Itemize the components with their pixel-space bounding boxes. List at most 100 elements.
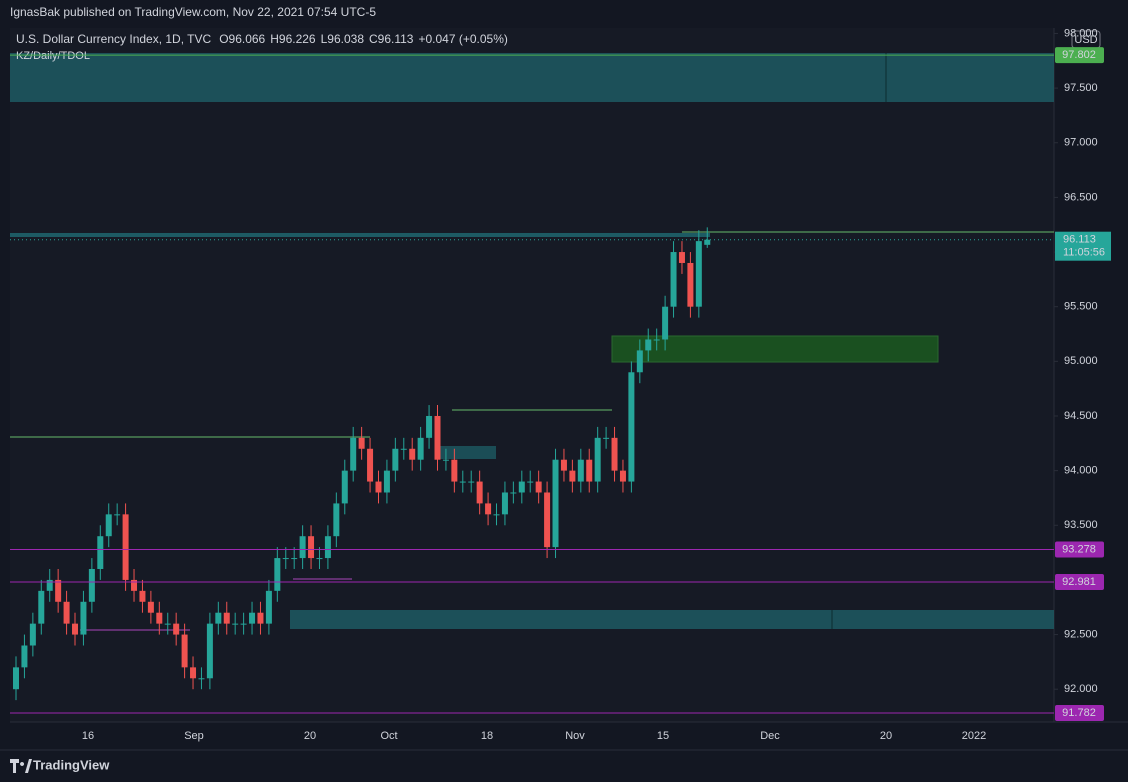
candle-body [636,350,643,373]
last-price-box [1055,231,1111,261]
candle-body [105,514,112,537]
ohlc-key: O [219,32,228,46]
y-tick-label: 95.500 [1064,301,1098,313]
candle-body [392,448,399,471]
candle-body [97,536,104,569]
y-tick-label: 93.500 [1064,519,1098,531]
x-tick-label: 20 [304,730,316,742]
candle-body [265,590,272,624]
candle-body [299,536,306,559]
price-label: 93.278 [1062,543,1096,555]
candle-body [240,623,247,625]
candle-body [55,579,62,602]
ohlc-value: 96.038 [327,32,364,46]
candle-body [653,339,660,341]
candle-body [147,601,154,613]
x-tick-label: Sep [184,730,204,742]
plot-area [10,28,1054,722]
candle-body [333,503,340,537]
candle-body [21,645,28,668]
candle-body [29,623,36,646]
candle-body [13,667,19,690]
indicator: KZ/Daily/TDOL [16,50,90,62]
candle-body [122,514,129,580]
candle-body [223,612,230,624]
candle-body [206,623,213,679]
candle-body [527,481,534,483]
y-tick-label: 96.500 [1064,191,1098,203]
candle-body [316,558,323,560]
candle-body [131,579,138,591]
candle-body [560,459,567,471]
candle-body [367,448,374,482]
price-label-box [1055,541,1104,558]
candle-body [215,612,222,624]
candle-body [485,503,492,515]
candle-body [476,481,483,504]
candle-body [695,241,702,307]
countdown: 11:05:56 [1063,247,1105,259]
candle-body [687,262,694,307]
candle-body [232,623,239,625]
candle-body [451,459,458,482]
symbol: U.S. Dollar Currency Index, 1D, TVC [16,32,212,46]
brand-logo [10,759,32,773]
candle-body [249,612,256,624]
candle-body [535,481,542,493]
candle-body [38,590,45,624]
candle-body [291,558,298,560]
x-tick-label: 2022 [962,730,986,742]
candle-body [114,514,121,516]
candle-body [569,470,576,482]
candle-body [603,437,610,439]
candle-body [358,437,365,449]
publisher: IgnasBak published on TradingView.com, N… [10,5,376,19]
candle-body [678,252,685,263]
candle-body [704,239,711,245]
currency[interactable]: USD [1074,34,1097,46]
candle-body [611,437,618,471]
ohlc-value: 96.113 [378,32,414,46]
ohlc-value: 96.066 [229,32,266,46]
x-tick-label: 20 [880,730,892,742]
candle-body [619,470,626,482]
ohlc-key: C [369,32,378,46]
zone [611,335,939,363]
candle-body [400,448,407,450]
candle-body [80,601,87,635]
candle-body [552,459,559,548]
price-label: 91.782 [1062,707,1096,719]
candle-body [468,481,475,483]
candle-body [577,459,584,482]
x-tick-label: 16 [82,730,94,742]
candle-body [442,459,449,461]
candle-body [518,481,525,493]
ohlc-value: 96.226 [279,32,316,46]
candle-body [645,339,652,351]
candle-body [501,492,508,515]
x-tick-label: Oct [380,730,397,742]
change: +0.047 (+0.05%) [418,32,507,46]
price-label-box [1055,705,1104,722]
candle-body [434,415,441,460]
zone [10,53,1054,102]
candle-body [72,623,79,635]
candle-body [544,492,551,548]
candle-body [586,459,593,482]
last-price: 96.113 [1063,234,1096,246]
candle-body [156,612,163,624]
candle-body [139,590,146,602]
price-label: 92.981 [1062,576,1096,588]
ohlc-key: H [270,32,279,46]
candle-body [628,372,635,482]
candle-body [190,667,197,679]
brand: TradingView [33,757,110,772]
x-tick-label: Nov [565,730,585,742]
y-tick-label: 94.500 [1064,410,1098,422]
y-tick-label: 95.000 [1064,355,1098,367]
candle-body [409,448,416,460]
candle-body [662,306,669,340]
candle-body [493,514,500,516]
candle-body [274,558,281,591]
